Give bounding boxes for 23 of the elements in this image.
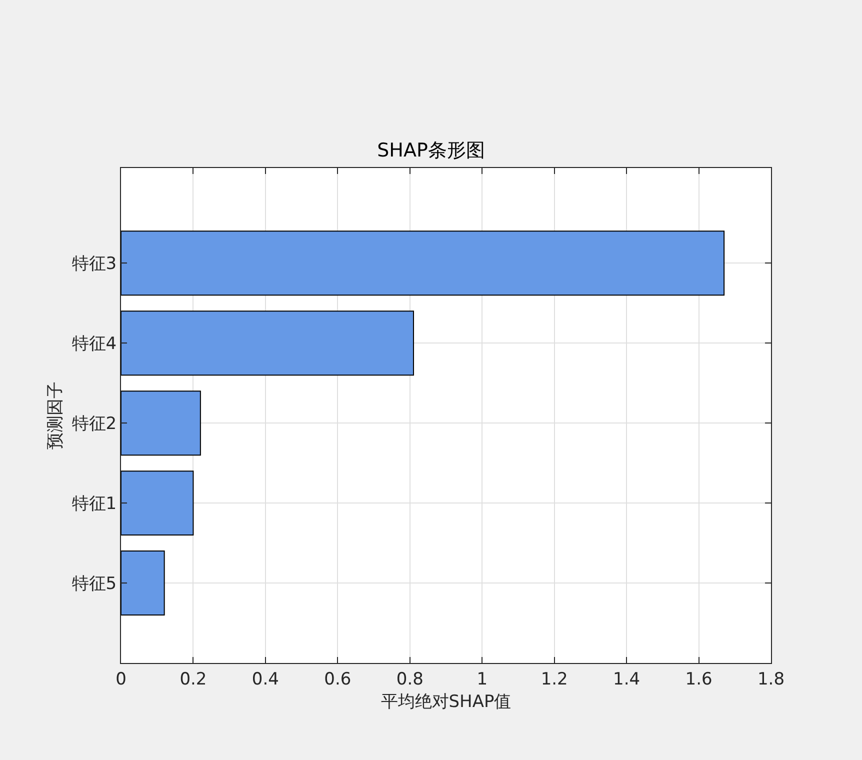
- bar: [121, 230, 725, 296]
- x-axis-title: 平均绝对SHAP值: [380, 692, 512, 712]
- bar: [121, 390, 201, 456]
- x-tick-label: 0.4: [252, 669, 279, 690]
- bar: [121, 470, 194, 536]
- x-tick-label: 1.2: [540, 669, 568, 690]
- bar: [121, 550, 165, 616]
- y-tick-label: 特征2: [72, 414, 117, 434]
- chart-title: SHAP条形图: [377, 140, 485, 162]
- x-tick-label: 1.8: [757, 669, 785, 690]
- y-tick-label: 特征1: [72, 494, 117, 514]
- bar: [121, 310, 414, 376]
- x-tick-label: 0.6: [324, 669, 352, 690]
- x-tick-label: 0: [116, 669, 126, 690]
- y-tick-label: 特征3: [72, 254, 117, 274]
- x-tick-label: 0.2: [180, 669, 207, 690]
- x-tick-label: 1.6: [685, 669, 712, 690]
- y-tick-label: 特征4: [72, 334, 117, 354]
- y-tick-label: 特征5: [72, 574, 117, 594]
- y-axis-title: 预测因子: [45, 382, 66, 450]
- x-tick-label: 0.8: [396, 669, 424, 690]
- x-tick-label: 1: [476, 669, 488, 690]
- x-tick-label: 1.4: [613, 669, 640, 690]
